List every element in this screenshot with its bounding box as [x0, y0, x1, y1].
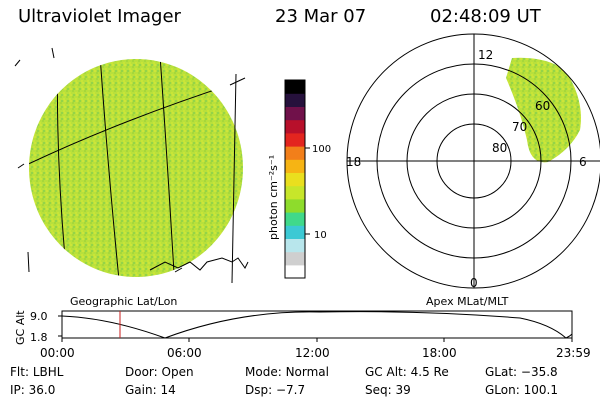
timeline-x-tick: 00:00: [40, 346, 75, 360]
grid-extensions: [14, 47, 246, 284]
timeline-y-tick: 9.0: [30, 310, 48, 323]
colorbar-stripe: [285, 119, 305, 134]
colorbar-stripe: [285, 132, 305, 147]
coastline: [149, 257, 249, 271]
info-glon: GLon: 100.1: [485, 383, 558, 397]
mlat-label-80: 80: [492, 141, 507, 155]
info-gain: Gain: 14: [125, 383, 176, 397]
mlt-label-12: 12: [478, 48, 493, 62]
colorbar-stripe: [285, 212, 305, 226]
info-ip: IP: 36.0: [10, 383, 56, 397]
colorbar-stripe: [285, 198, 305, 213]
geographic-image: [14, 47, 249, 284]
polar-grid: [346, 33, 600, 289]
altitude-timeline: GC Alt 9.0 1.8 00:00 06:00 12:00 18:00 2…: [14, 310, 591, 360]
info-door: Door: Open: [125, 365, 194, 379]
mlt-label-0: 0: [470, 276, 478, 290]
colorbar-stripe: [285, 185, 305, 200]
geographic-panel-label: Geographic Lat/Lon: [70, 295, 178, 308]
colorbar-tick-label: 10: [314, 230, 327, 241]
mlat-label-60: 60: [535, 99, 550, 113]
timeline-axis-label: GC Alt: [14, 310, 27, 345]
timeline-x-tick: 06:00: [167, 346, 202, 360]
mlt-label-6: 6: [579, 155, 587, 169]
colorbar: 100 10 photon cm⁻²s⁻¹: [267, 79, 331, 279]
timeline-x-tick: 12:00: [295, 346, 330, 360]
colorbar-unit-label: photon cm⁻²s⁻¹: [267, 155, 280, 240]
colorbar-stripe: [285, 251, 305, 266]
colorbar-stripe: [285, 172, 305, 187]
instrument-title: Ultraviolet Imager: [18, 6, 181, 27]
earth-disk: [29, 59, 243, 277]
time-label: 02:48:09 UT: [430, 6, 541, 27]
altitude-curve: [61, 311, 573, 339]
colorbar-stripe: [285, 225, 305, 239]
colorbar-stripe: [285, 264, 305, 279]
colorbar-stripe: [285, 106, 305, 121]
polar-panel-label: Apex MLat/MLT: [426, 295, 509, 308]
mlt-label-18: 18: [346, 155, 361, 169]
colorbar-tick-label: 100: [312, 144, 331, 155]
colorbar-stripe: [285, 146, 305, 160]
info-mode: Mode: Normal: [245, 365, 329, 379]
info-flt: Flt: LBHL: [10, 365, 64, 379]
timeline-ticks: [58, 315, 573, 342]
timeline-x-tick: 18:00: [422, 346, 457, 360]
timeline-y-tick: 1.8: [30, 331, 48, 344]
timeline-frame: [61, 310, 573, 339]
info-glat: GLat: −35.8: [485, 365, 558, 379]
date-label: 23 Mar 07: [275, 6, 367, 27]
colorbar-stripes: [285, 80, 305, 279]
colorbar-stripe: [285, 159, 305, 173]
mlat-label-70: 70: [512, 120, 527, 134]
info-dsp: Dsp: −7.7: [245, 383, 306, 397]
info-gc-alt: GC Alt: 4.5 Re: [365, 365, 449, 379]
auroral-oval-image: [506, 57, 581, 163]
info-seq: Seq: 39: [365, 383, 411, 397]
timeline-x-tick: 23:59: [556, 346, 591, 360]
polar-plot: 12 18 6 0 80 70 60: [346, 33, 600, 290]
colorbar-stripe: [285, 80, 305, 94]
colorbar-stripe: [285, 238, 305, 253]
colorbar-stripe: [285, 93, 305, 107]
